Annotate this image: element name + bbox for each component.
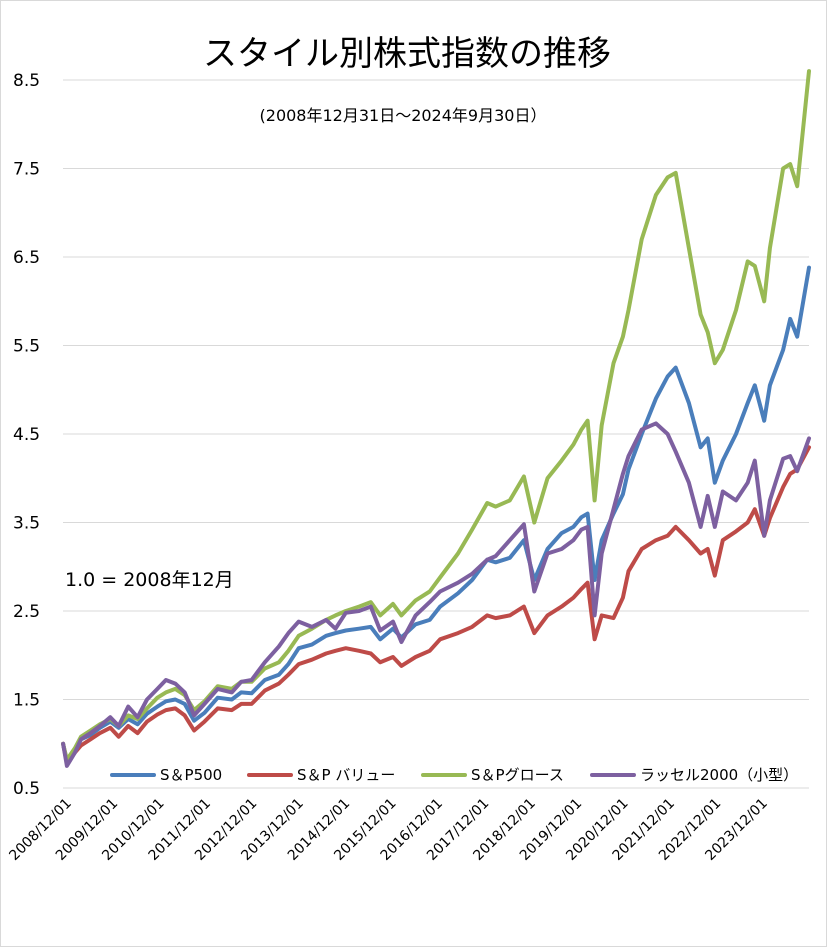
y-tick-label: 0.5 — [13, 779, 40, 799]
y-tick-label: 5.5 — [13, 337, 40, 357]
legend: S＆P500 S＆P バリュー S＆Pグロース ラッセル2000（小型） — [110, 766, 798, 784]
legend-label: S＆P バリュー — [297, 766, 395, 784]
annotation-box — [63, 564, 259, 594]
legend-label: S＆P500 — [160, 766, 222, 784]
series-line-3 — [61, 69, 811, 762]
legend-label: ラッセル2000（小型） — [640, 766, 798, 784]
chart-title: スタイル別株式指数の推移 — [203, 34, 611, 74]
y-tick-label: 2.5 — [13, 602, 40, 622]
series-line-4 — [61, 421, 811, 768]
x-axis-ticks: 2008/12/012009/12/012010/12/012011/12/01… — [6, 796, 770, 864]
y-tick-label: 3.5 — [13, 514, 40, 534]
series-line-1 — [61, 265, 811, 764]
y-tick-label: 6.5 — [13, 248, 40, 268]
y-tick-label: 8.5 — [13, 71, 40, 91]
series-lines — [61, 69, 811, 768]
y-tick-label: 1.5 — [13, 691, 40, 711]
y-tick-label: 7.5 — [13, 160, 40, 180]
baseline-annotation: 1.0 = 2008年12月 — [65, 569, 234, 591]
legend-label: S＆Pグロース — [471, 766, 564, 784]
y-axis-ticks: 0.5 1.5 2.5 3.5 4.5 5.5 6.5 7.5 8.5 — [13, 71, 40, 799]
y-tick-label: 4.5 — [13, 425, 40, 445]
chart-subtitle: (2008年12月31日～2024年9月30日） — [260, 106, 547, 125]
series-line-2 — [61, 445, 811, 766]
